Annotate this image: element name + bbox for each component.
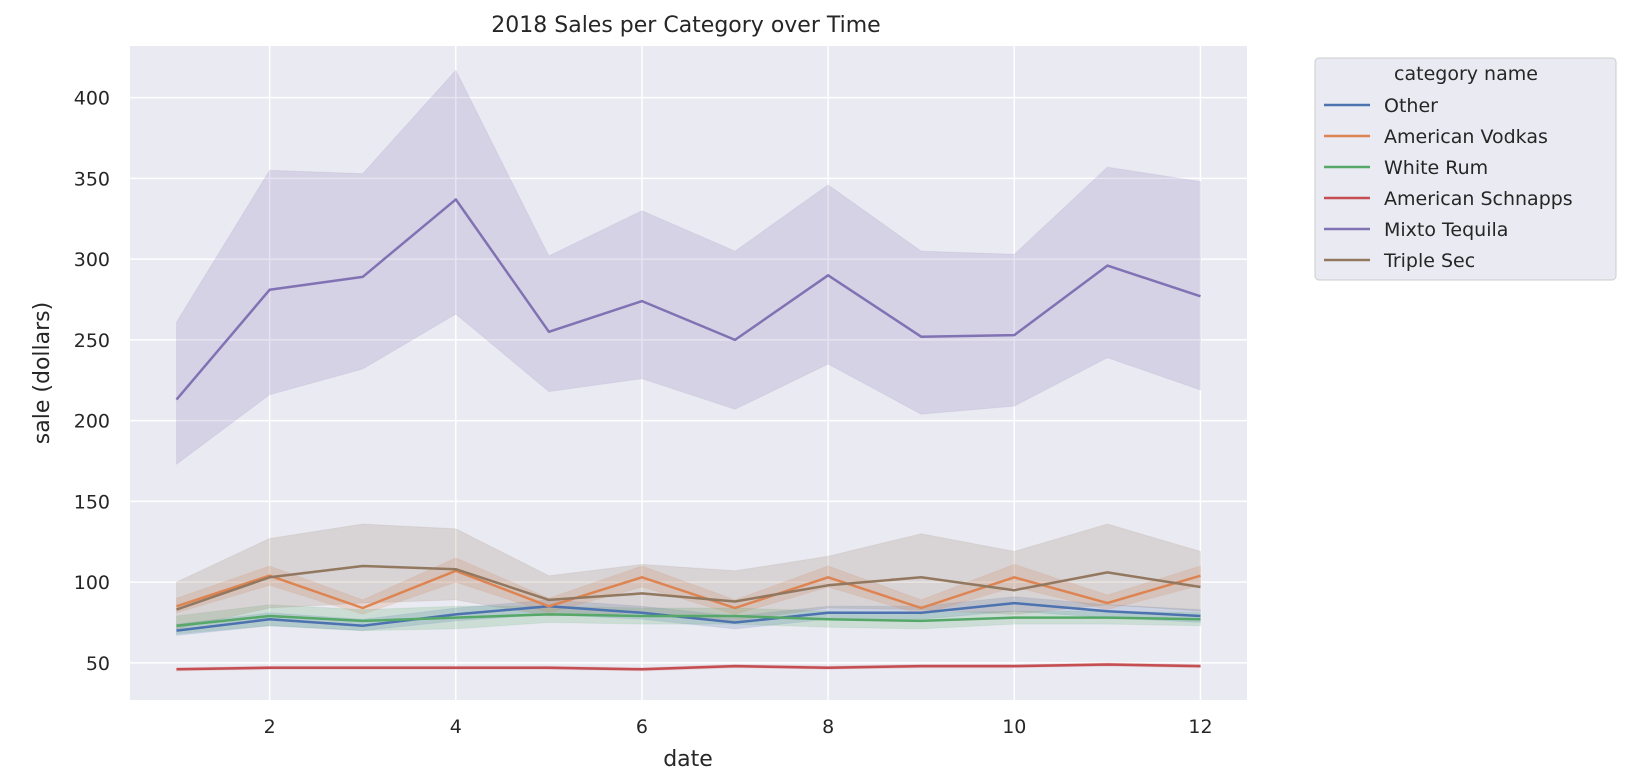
- x-tick-label: 2: [264, 716, 276, 738]
- x-tick-label: 10: [1002, 716, 1026, 738]
- legend-item-other: Other: [1324, 95, 1438, 117]
- gridlines: [130, 46, 1247, 700]
- legend-item-white-rum: White Rum: [1324, 157, 1488, 179]
- x-axis-label: date: [663, 747, 713, 772]
- y-tick-labels: 50 100 150 200 250 300 350 400: [74, 88, 110, 675]
- legend-item-triple-sec: Triple Sec: [1324, 250, 1475, 272]
- series-line-american-vodkas: [176, 569, 1201, 610]
- y-tick-label: 400: [74, 88, 110, 110]
- y-tick-label: 200: [74, 411, 110, 433]
- y-tick-label: 350: [74, 168, 110, 190]
- series-line-mixto-tequila: [175, 198, 1201, 401]
- x-tick-label: 4: [450, 716, 462, 738]
- legend-label: Other: [1384, 95, 1438, 117]
- y-tick-label: 250: [74, 330, 110, 352]
- x-tick-label: 8: [822, 716, 834, 738]
- y-tick-label: 300: [74, 249, 110, 271]
- y-tick-label: 50: [86, 653, 110, 675]
- y-tick-label: 100: [74, 572, 110, 594]
- y-axis-label: sale (dollars): [30, 302, 55, 444]
- x-tick-label: 12: [1188, 716, 1212, 738]
- band-triple-sec: [176, 523, 1201, 630]
- legend-title: category name: [1394, 63, 1538, 85]
- legend-items: Other American Vodkas White Rum American Sc…: [1324, 95, 1573, 272]
- legend-label: Triple Sec: [1383, 250, 1475, 272]
- legend-label: White Rum: [1384, 157, 1488, 179]
- y-tick-label: 150: [74, 491, 110, 513]
- legend: category name Other American Vodkas White …: [1314, 57, 1617, 281]
- confidence-bands: [176, 69, 1201, 672]
- series-line-white-rum: [176, 613, 1201, 627]
- legend-label: American Schnapps: [1384, 188, 1573, 210]
- legend-box: [1314, 57, 1617, 281]
- legend-label: American Vodkas: [1384, 126, 1548, 148]
- x-tick-labels: 2 4 6 8 10 12: [264, 716, 1213, 738]
- chart-title: 2018 Sales per Category over Time: [491, 13, 880, 38]
- series-line-american-schnapps: [176, 663, 1201, 671]
- series-lines: [175, 198, 1201, 671]
- legend-item-american-vodkas: American Vodkas: [1324, 126, 1548, 148]
- legend-item-mixto-tequila: Mixto Tequila: [1324, 219, 1508, 241]
- band-mixto-tequila: [176, 69, 1201, 466]
- series-line-triple-sec: [176, 564, 1201, 611]
- series-line-other: [176, 601, 1201, 632]
- legend-item-american-schnapps: American Schnapps: [1324, 188, 1573, 210]
- legend-label: Mixto Tequila: [1384, 219, 1508, 241]
- x-tick-label: 6: [636, 716, 648, 738]
